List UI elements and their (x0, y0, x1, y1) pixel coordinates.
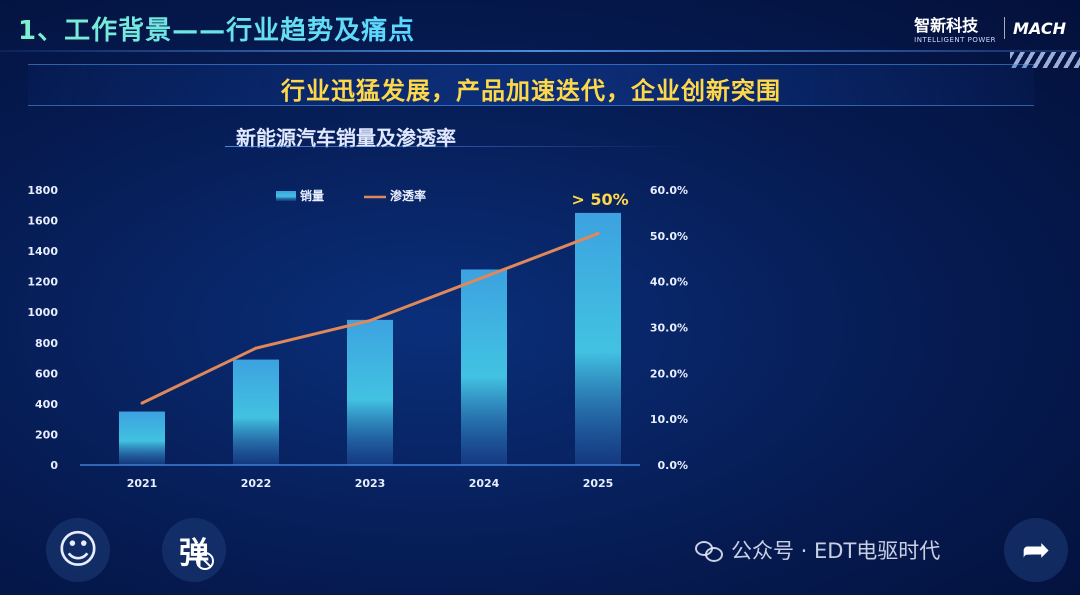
y-left-tick-label: 400 (35, 398, 58, 411)
smile-icon: ☺ (57, 527, 99, 573)
watermark: 公众号 · EDT电驱时代 (695, 535, 940, 565)
legend-label-sales: 销量 (300, 188, 324, 203)
penetration-point-2025 (596, 232, 600, 236)
y-right-tick-label: 10.0% (650, 413, 688, 426)
penetration-point-2024 (482, 275, 486, 279)
title-rule (0, 50, 1080, 52)
brand-mach: MACH (1013, 18, 1066, 38)
bar-2022 (233, 359, 279, 465)
x-tick-label: 2025 (583, 477, 614, 490)
brand-logo: 智新科技 INTELLIGENT POWER MACH (914, 12, 1066, 44)
y-right-tick-label: 40.0% (650, 276, 688, 289)
y-left-tick-label: 1600 (27, 215, 58, 228)
x-tick-label: 2024 (469, 477, 500, 490)
y-right-tick-label: 20.0% (650, 367, 688, 380)
banner: 行业迅猛发展，产品加速迭代，企业创新突围 (28, 64, 1034, 106)
disabled-icon (196, 552, 214, 570)
y-left-tick-label: 1800 (27, 184, 58, 197)
penetration-point-2021 (140, 401, 144, 405)
y-left-tick-label: 1200 (27, 276, 58, 289)
y-left-tick-label: 1000 (27, 306, 58, 319)
y-left-tick-label: 0 (50, 459, 58, 472)
watermark-text: 公众号 · EDT电驱时代 (731, 539, 941, 563)
y-left-tick-label: 200 (35, 428, 58, 441)
y-left-tick-label: 1400 (27, 245, 58, 258)
y-right-tick-label: 0.0% (657, 459, 688, 472)
slide-title: 1、工作背景——行业趋势及痛点 (18, 10, 415, 47)
y-right-tick-label: 30.0% (650, 322, 688, 335)
y-right-tick-label: 60.0% (650, 184, 688, 197)
brand-name-cn: 智新科技 (914, 16, 979, 35)
x-tick-label: 2022 (241, 477, 272, 490)
sales-penetration-chart: 0 200 400 600 800 1000 1200 1400 1600 1800 0.0% 10.… (27, 184, 688, 490)
emoji-button[interactable]: ☺ (46, 518, 110, 582)
y-left-tick-label: 600 (35, 367, 58, 380)
legend-label-penetration: 渗透率 (390, 188, 426, 203)
banner-text: 行业迅猛发展，产品加速迭代，企业创新突围 (281, 77, 781, 105)
penetration-point-2022 (254, 346, 258, 350)
share-button[interactable]: ➦ (1004, 518, 1068, 582)
bar-2023 (347, 319, 393, 465)
bar-2024 (461, 269, 507, 465)
wechat-icon (695, 539, 723, 562)
bar-2021 (119, 411, 165, 465)
forward-arrow-icon: ➦ (1021, 530, 1051, 570)
brand-divider (1004, 17, 1006, 39)
y-right-tick-label: 50.0% (650, 230, 688, 243)
y-left-tick-label: 800 (35, 337, 58, 350)
legend-swatch-bar (276, 191, 296, 201)
bar-2025 (575, 212, 621, 465)
x-tick-label: 2023 (355, 477, 386, 490)
danmu-toggle-button[interactable]: 弹 (162, 518, 226, 582)
brand-name-en: INTELLIGENT POWER (914, 36, 997, 44)
annotation-label: > 50% (571, 190, 628, 209)
x-tick-label: 2021 (127, 477, 158, 490)
chart-title-rule (225, 146, 685, 147)
penetration-point-2023 (368, 319, 372, 323)
